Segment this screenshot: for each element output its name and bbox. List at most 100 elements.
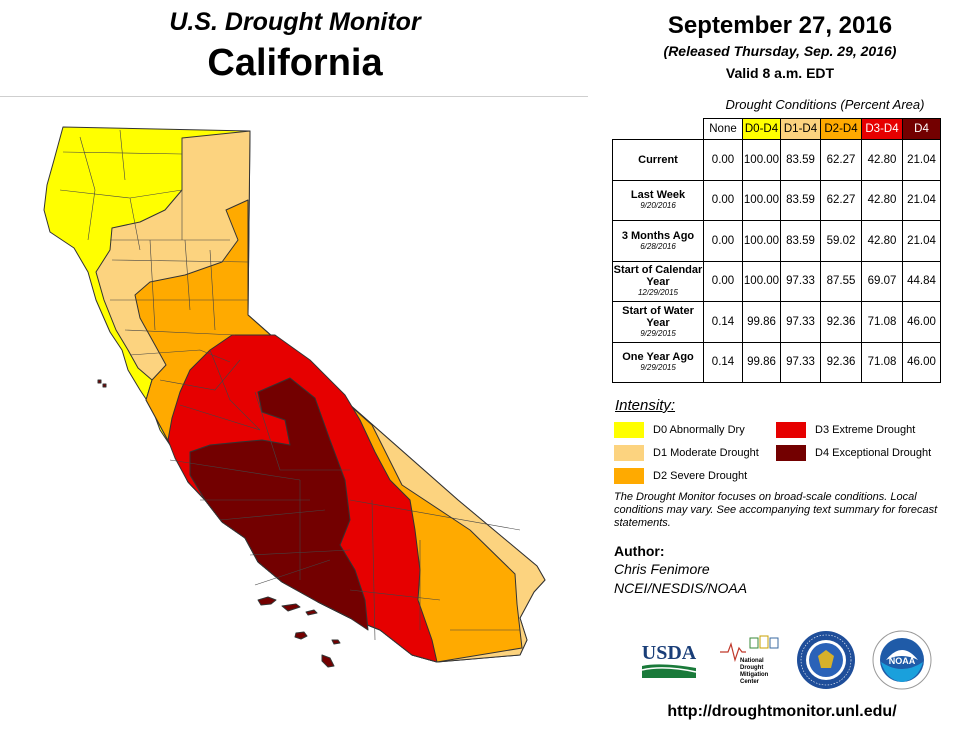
column-header: D1-D4: [780, 118, 821, 140]
table-row: One Year Ago 9/29/2015 0.14 99.86 97.33 92.36…: [612, 341, 941, 383]
table-cell: 0.14: [703, 301, 743, 343]
table-cell: 21.04: [902, 139, 941, 181]
legend-label: D3 Extreme Drought: [815, 424, 916, 436]
ndmc-text-2: Drought: [740, 665, 763, 671]
table-cell: 42.80: [861, 139, 903, 181]
california-drought-map: [43, 126, 546, 668]
drought-conditions-table: None D0-D4 D1-D4 D2-D4 D3-D4 D4 Current 0…: [612, 118, 941, 383]
row-label-text: Start of Calendar Year: [613, 264, 703, 289]
table-cell: 71.08: [861, 341, 903, 383]
table-cell: 46.00: [902, 301, 941, 343]
table-cell: 87.55: [820, 260, 862, 302]
row-date: 6/28/2016: [640, 241, 676, 251]
column-header: D3-D4: [861, 118, 903, 140]
legend-title: Intensity:: [615, 397, 676, 414]
legend-swatch: [776, 422, 806, 438]
table-caption: Drought Conditions (Percent Area): [725, 97, 925, 112]
legend-label: D2 Severe Drought: [653, 470, 748, 482]
island: [331, 639, 341, 645]
column-header: D4: [902, 118, 941, 140]
d4-region: [189, 377, 369, 631]
table-cell: 42.80: [861, 220, 903, 262]
table-cell: 21.04: [902, 179, 941, 221]
island: [294, 631, 308, 640]
legend-label: D4 Exceptional Drought: [815, 447, 932, 459]
table-cell: 21.04: [902, 220, 941, 262]
legend-swatch: [614, 468, 644, 484]
legend-item-d4: D4 Exceptional Drought: [776, 445, 931, 461]
region-name: California: [207, 42, 383, 84]
table-cell: 99.86: [742, 341, 781, 383]
legend-label: D0 Abnormally Dry: [653, 424, 745, 436]
row-label: 3 Months Ago 6/28/2016: [612, 220, 704, 262]
usda-logo-text: USDA: [642, 642, 697, 664]
legend-swatch: [614, 422, 644, 438]
table-cell: 0.00: [703, 260, 743, 302]
valid-time: Valid 8 a.m. EDT: [725, 65, 835, 81]
table-cell: 0.14: [703, 341, 743, 383]
island: [97, 379, 102, 384]
legend-item-d1: D1 Moderate Drought: [614, 445, 759, 461]
row-label: One Year Ago 9/29/2015: [612, 341, 704, 383]
row-label-text: 3 Months Ago: [621, 229, 695, 242]
row-date: 9/29/2015: [640, 328, 676, 338]
row-date: 9/29/2015: [640, 363, 676, 373]
island: [281, 603, 301, 612]
ndmc-text-3: Mitigation: [740, 672, 769, 678]
row-label-text: Last Week: [630, 189, 686, 202]
row-label-text: Start of Water Year: [622, 304, 694, 329]
map-title: U.S. Drought Monitor: [169, 8, 421, 36]
table-cell: 99.86: [742, 301, 781, 343]
table-cell: 46.00: [902, 341, 941, 383]
row-label-text: One Year Ago: [622, 351, 694, 364]
table-cell: 100.00: [742, 220, 781, 262]
table-cell: 62.27: [820, 179, 862, 221]
table-cell: 83.59: [780, 179, 821, 221]
author-org: NCEI/NESDIS/NOAA: [614, 580, 748, 596]
table-cell: 83.59: [780, 220, 821, 262]
author-name: Chris Fenimore: [614, 561, 710, 577]
legend-label: D1 Moderate Drought: [653, 447, 759, 459]
table-cell: 0.00: [703, 139, 743, 181]
legend-swatch: [614, 445, 644, 461]
source-url[interactable]: http://droughtmonitor.unl.edu/: [667, 703, 897, 720]
legend-item-d2: D2 Severe Drought: [614, 468, 747, 484]
island: [305, 609, 318, 616]
table-cell: 100.00: [742, 179, 781, 221]
row-date: 9/20/2016: [640, 201, 676, 211]
table-cell: 0.00: [703, 179, 743, 221]
table-row: Current 0.00 100.00 83.59 62.27 42.80 21.04: [612, 139, 941, 181]
usda-logo: USDA: [642, 642, 697, 678]
map-date: September 27, 2016: [667, 12, 893, 39]
table-cell: 62.27: [820, 139, 862, 181]
table-cell: 44.84: [902, 260, 941, 302]
ndmc-text-1: National: [740, 658, 764, 664]
legend-item-d3: D3 Extreme Drought: [776, 422, 915, 438]
ndmc-text-4: Center: [740, 679, 760, 685]
table-cell: 92.36: [820, 301, 862, 343]
column-header: D2-D4: [820, 118, 862, 140]
table-cell: 92.36: [820, 341, 862, 383]
table-cell: 100.00: [742, 260, 781, 302]
table-row: 3 Months Ago 6/28/2016 0.00 100.00 83.59 59.0…: [612, 220, 941, 262]
table-cell: 59.02: [820, 220, 862, 262]
noaa-logo: NOAA: [872, 630, 932, 690]
legend-item-d0: D0 Abnormally Dry: [614, 422, 745, 438]
row-date: 12/29/2015: [637, 288, 679, 298]
table-body: Current 0.00 100.00 83.59 62.27 42.80 21.04 Las…: [612, 139, 941, 383]
row-label: Start of Calendar Year 12/29/2015: [612, 260, 704, 302]
table-cell: 42.80: [861, 179, 903, 221]
author-label: Author:: [614, 543, 665, 559]
row-label: Last Week 9/20/2016: [612, 179, 704, 221]
ndmc-logo: National Drought Mitigation Center: [720, 635, 779, 685]
table-cell: 97.33: [780, 260, 821, 302]
table-row: Start of Water Year 9/29/2015 0.14 99.86 97.…: [612, 301, 941, 343]
column-header: D0-D4: [742, 118, 781, 140]
release-date: (Released Thursday, Sep. 29, 2016): [663, 43, 897, 59]
legend-swatch: [776, 445, 806, 461]
table-row: Start of Calendar Year 12/29/2015 0.00 100.…: [612, 260, 941, 302]
commerce-seal: [797, 631, 855, 689]
column-header: None: [703, 118, 743, 140]
table-cell: 69.07: [861, 260, 903, 302]
table-cell: 97.33: [780, 301, 821, 343]
